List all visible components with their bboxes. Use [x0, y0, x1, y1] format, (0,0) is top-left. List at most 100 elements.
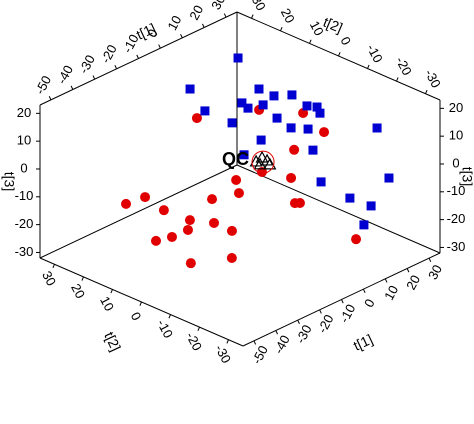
point [359, 220, 369, 230]
tick-label: -50 [32, 73, 54, 97]
point [286, 172, 297, 183]
tick-label: 0 [20, 160, 27, 175]
axis-title: t[2] [321, 14, 345, 36]
point [191, 113, 202, 124]
tick-mark [319, 309, 322, 314]
tick-mark [139, 301, 142, 306]
tick-label: 10 [97, 294, 117, 314]
point [256, 135, 266, 145]
tick-label: -50 [249, 343, 271, 367]
point [366, 201, 376, 211]
tick-label: -20 [98, 42, 120, 66]
point [294, 197, 305, 208]
tick-label: 10 [449, 128, 463, 143]
tick-label: 20 [17, 105, 31, 120]
tick-mark [338, 52, 341, 57]
point [207, 194, 218, 205]
tick-label: -20 [315, 312, 337, 336]
tick-mark [48, 96, 52, 101]
tick-label: -10 [364, 42, 386, 66]
tick-label: -30 [422, 67, 444, 91]
tick-label: -10 [15, 188, 34, 203]
point [185, 84, 195, 94]
point [286, 123, 296, 133]
tick-label: 0 [361, 296, 378, 309]
axis-title: t[3] [1, 172, 17, 191]
point [226, 225, 237, 236]
tick-label: 30 [208, 0, 228, 12]
qc-highlight [251, 150, 275, 174]
tick-mark [180, 34, 183, 39]
tick-label: 20 [186, 3, 206, 23]
point [237, 98, 247, 108]
tick-label: -30 [15, 244, 34, 259]
point [227, 118, 237, 128]
tick-mark [341, 299, 344, 304]
point [185, 258, 196, 269]
tick-label: 10 [307, 18, 327, 38]
tick-mark [226, 339, 229, 344]
point [158, 205, 169, 216]
point [121, 198, 132, 209]
tick-label: 0 [337, 34, 354, 47]
tick-mark [428, 257, 432, 262]
tick-label: 20 [278, 6, 298, 26]
tick-label: -20 [183, 329, 205, 353]
tick-label: -30 [212, 342, 234, 366]
axis-title: t[3] [459, 167, 474, 186]
tick-label: -10 [447, 183, 466, 198]
tick-mark [52, 264, 55, 269]
tick-mark [223, 13, 227, 18]
tick-mark [396, 77, 399, 82]
tick-mark [367, 64, 370, 69]
point [200, 106, 210, 116]
point [287, 90, 297, 100]
tick-label: 20 [68, 281, 88, 301]
tick-label: 20 [403, 273, 423, 293]
tick-mark [253, 340, 257, 345]
point [345, 193, 355, 203]
tick-mark [197, 326, 200, 332]
point [233, 188, 244, 199]
point [263, 157, 277, 170]
tick-mark [362, 288, 366, 293]
tick-mark [309, 39, 312, 44]
box-edge [39, 164, 238, 259]
tick-label: -10 [154, 317, 176, 341]
point [384, 173, 394, 183]
point [319, 127, 330, 138]
tick-mark [168, 314, 171, 319]
tick-mark [136, 54, 139, 59]
tick-mark [158, 44, 161, 49]
tick-mark [251, 14, 254, 19]
point [253, 157, 267, 170]
point [269, 91, 279, 101]
tick-label: 30 [425, 262, 445, 282]
point [372, 123, 382, 133]
tick-label: 30 [39, 269, 59, 289]
tick-label: -30 [293, 322, 315, 346]
tick-mark [384, 278, 388, 283]
point [298, 108, 309, 119]
tick-label: 10 [381, 283, 401, 303]
box-edge [236, 164, 441, 254]
tick-mark [92, 75, 96, 80]
tick-label: -20 [393, 54, 415, 78]
tick-label: 20 [449, 100, 463, 115]
point [239, 150, 249, 160]
point [258, 100, 268, 110]
tick-label: -30 [447, 239, 466, 254]
axis-title: t[1] [134, 20, 158, 43]
tick-label: 30 [249, 0, 269, 13]
point [182, 224, 193, 235]
tick-mark [70, 85, 74, 90]
point [289, 144, 300, 155]
point [351, 234, 362, 245]
tick-mark [81, 276, 84, 281]
point [303, 124, 313, 134]
tick-label: -20 [15, 216, 34, 231]
point [231, 174, 242, 185]
point [312, 102, 322, 112]
point [226, 252, 237, 263]
point [151, 235, 162, 246]
